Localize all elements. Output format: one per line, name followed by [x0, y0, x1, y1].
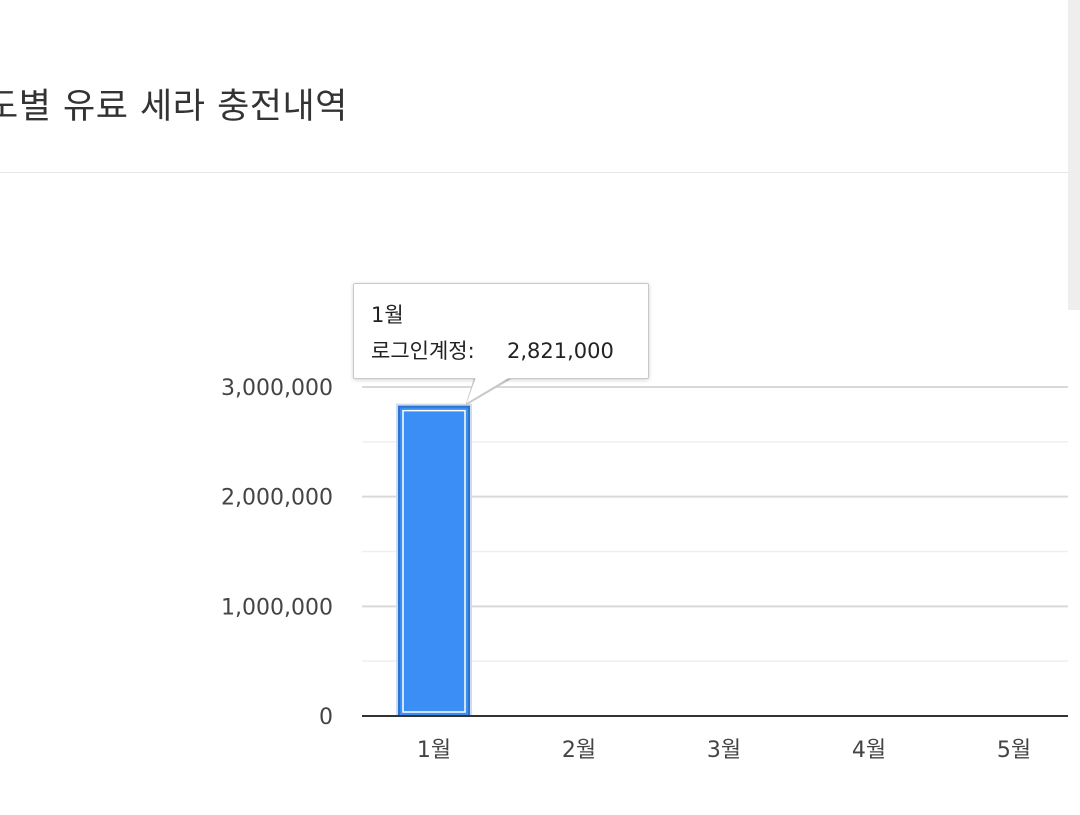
y-tick-label: 0: [319, 705, 333, 730]
x-tick-label: 2월: [562, 738, 596, 763]
chart-svg: 0 1,000,000 2,000,000 3,000,000 1월 2월 3월 4월 5월: [221, 376, 1068, 763]
y-tick-label: 2,000,000: [221, 486, 333, 511]
chart-tooltip: 1월 로그인계정: 2,821,000: [353, 283, 649, 379]
x-tick-label: 4월: [852, 738, 886, 763]
tooltip-value: 2,821,000: [507, 339, 614, 363]
y-tick-label: 1,000,000: [221, 595, 333, 620]
tooltip-value-row: 로그인계정: 2,821,000: [371, 333, 648, 369]
tooltip-series-label: 로그인계정:: [371, 339, 475, 363]
y-tick-label: 3,000,000: [221, 376, 333, 401]
tooltip-category: 1월: [371, 303, 404, 327]
x-tick-label: 1월: [417, 738, 451, 763]
bar-highlight: [402, 409, 466, 713]
page-title: 도별 유료 세라 충전내역: [0, 87, 348, 127]
bar-chart: 0 1,000,000 2,000,000 3,000,000 1월 2월 3월 4월 5월 1…: [0, 174, 1068, 815]
bar: [398, 405, 470, 717]
x-tick-label: 3월: [707, 738, 741, 763]
scrollbar-thumb[interactable]: [1068, 0, 1080, 310]
title-divider: [0, 172, 1070, 173]
x-tick-label: 5월: [997, 738, 1031, 763]
